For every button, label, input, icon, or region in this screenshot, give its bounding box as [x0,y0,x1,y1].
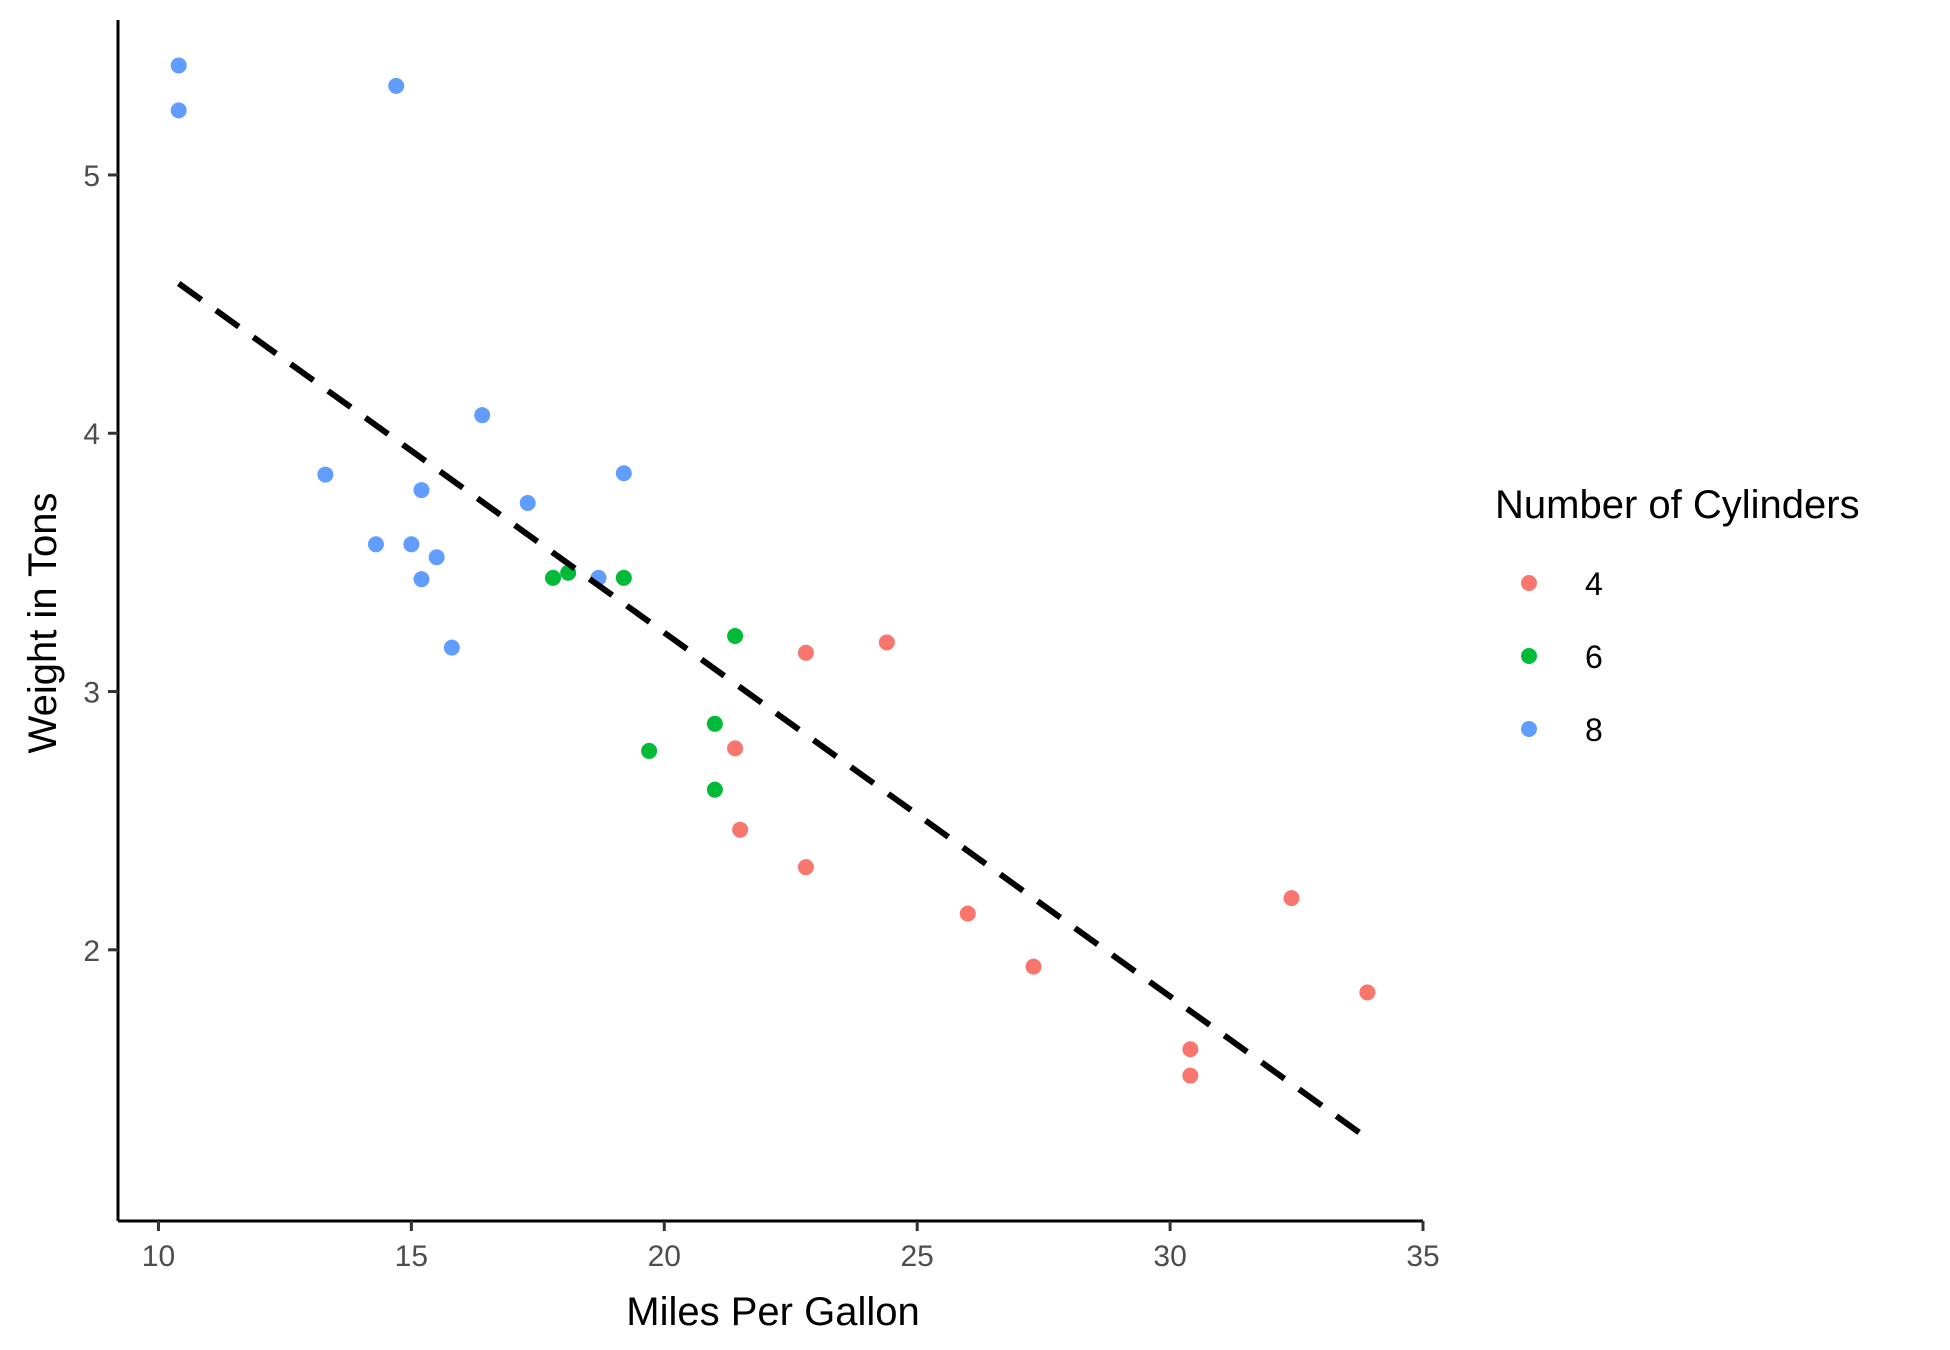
data-point-cyl-4 [1182,1041,1199,1058]
x-tick-label: 30 [1153,1240,1186,1273]
data-point-cyl-6 [706,715,723,732]
legend: Number of Cylinders 4 6 8 [1495,483,1860,748]
data-point-cyl-4 [1359,984,1376,1001]
x-axis-title: Miles Per Gallon [626,1290,919,1334]
data-point-cyl-8 [443,639,460,656]
plot-area [170,57,1376,1141]
data-point-cyl-6 [615,569,632,586]
legend-key-cyl-8 [1521,721,1537,737]
legend-label-cyl-6: 6 [1585,639,1603,675]
data-point-cyl-8 [428,549,445,566]
data-point-cyl-8 [367,536,384,553]
y-axis-title: Weight in Tons [21,493,65,754]
y-tick-label: 5 [83,160,100,193]
data-point-cyl-4 [797,859,814,876]
legend-key-cyl-6 [1521,648,1537,664]
data-point-cyl-4 [878,634,895,651]
data-point-cyl-8 [388,77,405,94]
legend-label-cyl-4: 4 [1585,566,1603,602]
data-point-cyl-4 [959,905,976,922]
data-point-cyl-4 [797,644,814,661]
data-point-cyl-6 [545,569,561,586]
data-point-cyl-8 [413,571,430,588]
data-point-cyl-4 [1025,958,1042,975]
data-point-cyl-8 [170,102,187,119]
data-point-cyl-6 [727,627,744,644]
data-point-cyl-4 [732,821,749,838]
x-tick-label: 25 [900,1240,933,1273]
legend-key-cyl-4 [1521,575,1537,591]
data-point-cyl-6 [641,742,658,759]
data-point-cyl-4 [1283,890,1300,907]
x-axis-ticks: 10 15 20 25 30 35 [142,1221,1440,1273]
y-tick-label: 4 [83,418,100,451]
data-point-cyl-6 [706,781,723,798]
data-point-cyl-4 [727,740,744,757]
data-point-cyl-8 [474,407,491,424]
legend-items: 4 6 8 [1521,566,1603,748]
trend-line [176,281,1370,1141]
legend-title: Number of Cylinders [1495,483,1860,527]
data-point-cyl-8 [403,536,420,553]
y-axis-ticks: 2 3 4 5 [83,160,118,968]
x-tick-label: 10 [142,1240,175,1273]
data-point-cyl-8 [413,482,430,499]
data-point-cyl-8 [519,494,536,511]
data-point-cyl-8 [615,465,632,482]
x-tick-label: 20 [648,1240,681,1273]
x-tick-label: 15 [395,1240,428,1273]
y-tick-label: 3 [83,677,100,710]
data-point-cyl-8 [170,57,187,74]
data-point-cyl-8 [317,466,334,483]
legend-label-cyl-8: 8 [1585,712,1603,748]
x-tick-label: 35 [1406,1240,1439,1273]
data-point-cyl-4 [1182,1067,1199,1084]
y-tick-label: 2 [83,935,100,968]
